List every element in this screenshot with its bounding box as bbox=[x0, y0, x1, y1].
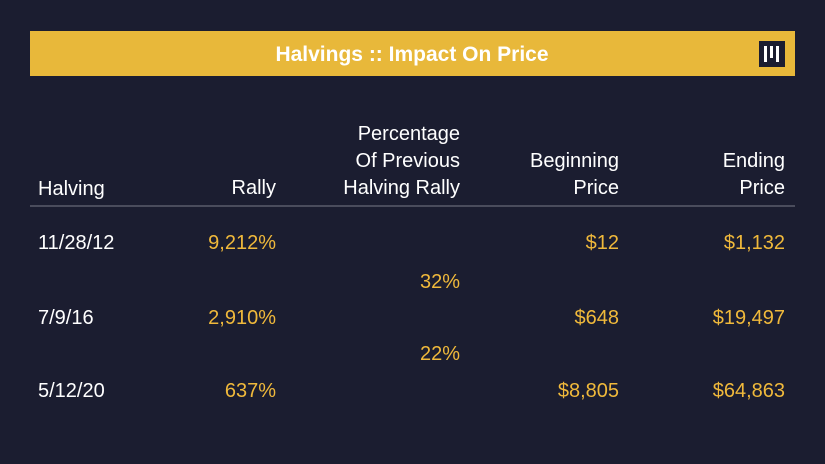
value-cell: 2,910% bbox=[208, 307, 276, 329]
column-header: Rally bbox=[232, 177, 276, 199]
column-header: Percentage bbox=[358, 123, 460, 145]
value-cell: $8,805 bbox=[558, 380, 619, 402]
date-cell: 7/9/16 bbox=[38, 307, 94, 329]
value-cell: 637% bbox=[225, 380, 276, 402]
value-cell: 9,212% bbox=[208, 232, 276, 254]
column-header: Beginning bbox=[530, 150, 619, 172]
value-cell: $648 bbox=[575, 307, 620, 329]
value-cell: $64,863 bbox=[713, 380, 785, 402]
column-header: Halving Rally bbox=[343, 177, 460, 199]
percentage-cell: 22% bbox=[420, 343, 460, 365]
column-header: Price bbox=[739, 177, 785, 199]
date-cell: 11/28/12 bbox=[38, 232, 114, 254]
column-header: Price bbox=[573, 177, 619, 199]
value-cell: $1,132 bbox=[724, 232, 785, 254]
column-header: Halving bbox=[38, 178, 105, 200]
percentage-cell: 32% bbox=[420, 271, 460, 293]
value-cell: $19,497 bbox=[713, 307, 785, 329]
title: Halvings :: Impact On Price bbox=[275, 43, 548, 66]
date-cell: 5/12/20 bbox=[38, 380, 105, 402]
column-header: Of Previous bbox=[356, 150, 460, 172]
column-header: Ending bbox=[723, 150, 785, 172]
table: Halving Rally Percentage Of Previous Halving… bbox=[38, 123, 785, 402]
logo bbox=[759, 41, 785, 67]
title-banner bbox=[30, 31, 795, 76]
value-cell: $12 bbox=[586, 232, 619, 254]
